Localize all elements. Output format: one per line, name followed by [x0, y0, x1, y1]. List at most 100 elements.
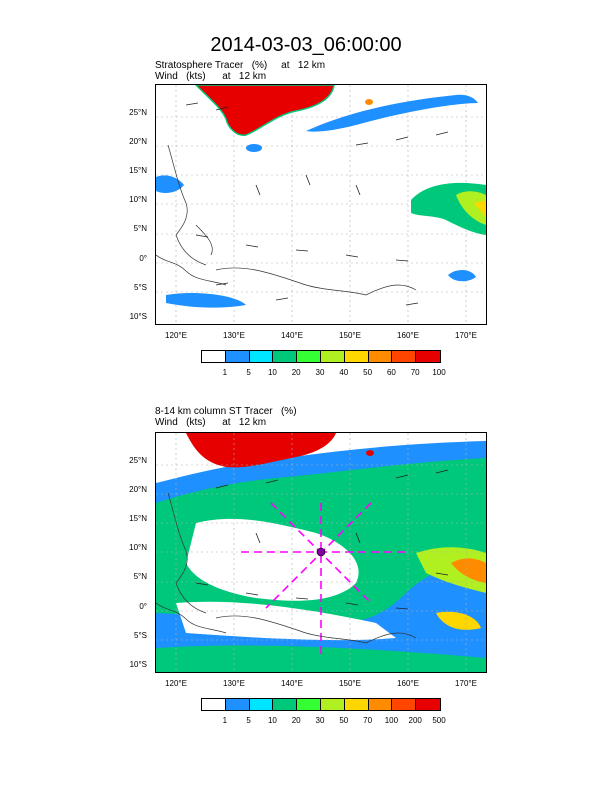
colorbar-swatch — [392, 351, 417, 362]
panel1-lon-label: 120°E — [165, 331, 187, 340]
colorbar-swatch — [273, 699, 298, 710]
colorbar-swatch — [249, 351, 274, 362]
panel1-tracer-high-region — [194, 85, 335, 136]
colorbar-label: 10 — [267, 368, 277, 377]
panel2-lon-label: 170°E — [455, 679, 477, 688]
colorbar-swatch — [392, 699, 417, 710]
panel2-lat-label: 10°S — [129, 660, 147, 669]
panel2-title: 8-14 km column ST Tracer (%) Wind (kts) … — [155, 406, 297, 428]
panel1-blob-4 — [448, 269, 476, 282]
colorbar-label: 100 — [432, 368, 446, 377]
panel1-title-line1: Stratosphere Tracer (%) at 12 km — [155, 60, 326, 71]
panel2-title-line1: 8-14 km column ST Tracer (%) — [155, 406, 297, 417]
panel1-coastlines — [156, 144, 417, 296]
panel1-jet-band — [306, 94, 478, 132]
colorbar-swatch — [416, 351, 440, 362]
panel1-wind-barbs — [185, 102, 449, 306]
colorbar-swatch — [344, 699, 369, 710]
colorbar-label: 30 — [315, 716, 325, 725]
panel2-lon-label: 130°E — [223, 679, 245, 688]
panel1-lon-label: 150°E — [339, 331, 361, 340]
panel2-lat-label: 5°S — [134, 631, 147, 640]
panel1-title-line2: Wind (kts) at 12 km — [155, 71, 267, 82]
colorbar-label: 70 — [363, 716, 373, 725]
colorbar-swatch — [368, 351, 393, 362]
panel2-lon-label: 120°E — [165, 679, 187, 688]
panel2-orange-east — [451, 558, 486, 583]
colorbar-label: 20 — [291, 716, 301, 725]
colorbar-label: 500 — [432, 716, 446, 725]
colorbar-label: 60 — [386, 368, 396, 377]
panel1-east-region-core — [456, 191, 486, 225]
colorbar-swatch — [225, 699, 250, 710]
colorbar-swatch — [416, 699, 440, 710]
panel2-orange-se — [436, 611, 481, 630]
panel1-lat-label: 5°N — [133, 224, 147, 233]
panel1-lat-label: 10°S — [129, 312, 147, 321]
colorbar-swatch — [320, 351, 345, 362]
panel2-lon-label: 160°E — [397, 679, 419, 688]
panel1-colorbar — [201, 350, 441, 363]
panel1-lat-label: 0° — [139, 254, 147, 263]
panel2-lat-label: 15°N — [129, 514, 147, 523]
panel2-title-line2: Wind (kts) at 12 km — [155, 417, 267, 428]
panel2-lat-label: 5°N — [133, 572, 147, 581]
panel1-blob-1 — [246, 144, 262, 152]
panel2-wind-barbs — [195, 469, 449, 610]
panel2-map — [155, 432, 487, 673]
colorbar-swatch — [249, 699, 274, 710]
panel2-clear-zone — [186, 518, 359, 601]
panel2-coastlines — [156, 492, 417, 644]
colorbar-swatch — [202, 351, 226, 362]
colorbar-swatch — [320, 699, 345, 710]
colorbar-label: 40 — [339, 368, 349, 377]
colorbar-label: 70 — [410, 368, 420, 377]
panel1-east-region-inner — [474, 200, 486, 217]
panel2-blob-1 — [366, 450, 374, 456]
panel1-lon-label: 160°E — [397, 331, 419, 340]
colorbar-label: 1 — [222, 368, 228, 377]
colorbar-label: 30 — [315, 368, 325, 377]
panel2-lon-label: 150°E — [339, 679, 361, 688]
colorbar-swatch — [202, 699, 226, 710]
panel2-lat-label: 10°N — [129, 543, 147, 552]
panel1-lon-label: 130°E — [223, 331, 245, 340]
colorbar-label: 50 — [363, 368, 373, 377]
panel2-lat-label: 25°N — [129, 456, 147, 465]
colorbar-label: 5 — [246, 368, 251, 377]
panel1-lat-label: 15°N — [129, 166, 147, 175]
colorbar-swatch — [225, 351, 250, 362]
panel1-blob-3 — [156, 175, 184, 193]
colorbar-swatch — [273, 351, 298, 362]
panel1-gridlines — [156, 85, 486, 324]
colorbar-label: 20 — [291, 368, 301, 377]
colorbar-label: 10 — [267, 716, 277, 725]
panel1-blob-2 — [365, 99, 373, 105]
panel2-lat-label: 0° — [139, 602, 147, 611]
colorbar-label: 5 — [246, 716, 251, 725]
panel2-south-band — [156, 645, 486, 672]
panel1-blob-5 — [166, 293, 246, 308]
figure-title: 2014-03-03_06:00:00 — [210, 34, 402, 56]
panel2-center-marker — [316, 547, 326, 557]
panel1-lat-label: 5°S — [134, 283, 147, 292]
panel1-lat-label: 25°N — [129, 108, 147, 117]
panel1-map — [155, 84, 487, 325]
panel2-tracer-high-region — [186, 433, 336, 468]
colorbar-swatch — [368, 699, 393, 710]
panel1-lat-label: 20°N — [129, 137, 147, 146]
panel1-lat-label: 10°N — [129, 195, 147, 204]
panel1-lon-label: 140°E — [281, 331, 303, 340]
panel2-lon-label: 140°E — [281, 679, 303, 688]
colorbar-label: 200 — [408, 716, 422, 725]
colorbar-label: 1 — [222, 716, 228, 725]
colorbar-label: 50 — [339, 716, 349, 725]
panel2-lat-label: 20°N — [129, 485, 147, 494]
panel2-colorbar — [201, 698, 441, 711]
panel1-lon-label: 170°E — [455, 331, 477, 340]
colorbar-swatch — [297, 351, 321, 362]
colorbar-swatch — [297, 699, 321, 710]
panel1-title: Stratosphere Tracer (%) at 12 km Wind (k… — [155, 60, 325, 82]
colorbar-swatch — [344, 351, 369, 362]
colorbar-label: 100 — [384, 716, 399, 725]
